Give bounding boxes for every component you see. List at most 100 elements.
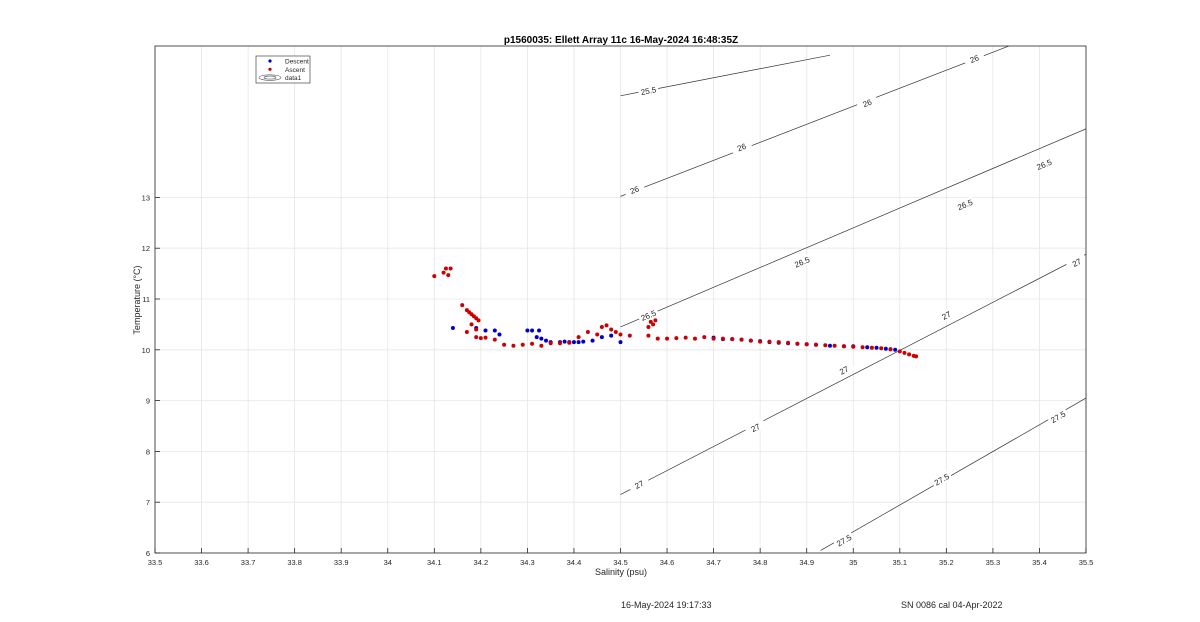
- contour-line: [620, 128, 1086, 328]
- ascent-point: [585, 330, 590, 335]
- y-tick-label: 11: [142, 295, 150, 304]
- ascent-point: [432, 274, 437, 279]
- ascent-point: [786, 340, 791, 345]
- legend-label: Ascent: [285, 67, 305, 74]
- ascent-point: [651, 322, 656, 327]
- ascent-point: [646, 324, 651, 329]
- descent-point: [544, 338, 549, 343]
- ascent-point: [443, 266, 448, 271]
- descent-point: [492, 328, 497, 333]
- contour-label-bg: [930, 470, 953, 489]
- ascent-point: [448, 266, 453, 271]
- ascent-point: [539, 343, 544, 348]
- contour-label-bg: [953, 195, 977, 214]
- contour-label-bg: [935, 306, 958, 325]
- descent-point: [893, 347, 898, 352]
- descent-point: [865, 345, 870, 350]
- ascent-point: [683, 335, 688, 340]
- x-tick-label: 35: [849, 558, 857, 567]
- ascent-point: [832, 343, 837, 348]
- ascent-point: [557, 341, 562, 346]
- ascent-point: [613, 330, 618, 335]
- legend-label: data1: [285, 75, 302, 82]
- descent-point: [581, 339, 586, 344]
- contour-label: 26: [629, 184, 641, 196]
- x-tick-label: 33.6: [194, 558, 209, 567]
- x-tick-label: 34.2: [474, 558, 489, 567]
- legend-marker: [263, 75, 277, 80]
- legend-marker: [258, 74, 282, 81]
- contour-label-bg: [832, 361, 856, 380]
- x-tick-label: 33.8: [287, 558, 302, 567]
- contour-label-bg: [1046, 407, 1070, 427]
- x-tick-label: 34.9: [799, 558, 814, 567]
- descent-point: [874, 345, 879, 350]
- y-tick-label: 8: [146, 447, 150, 456]
- x-tick-label: 34.1: [427, 558, 442, 567]
- y-tick-label: 7: [146, 498, 150, 507]
- x-tick-label: 34.8: [753, 558, 768, 567]
- descent-point: [537, 328, 542, 333]
- descent-point: [497, 332, 502, 337]
- contour-label-bg: [744, 418, 767, 437]
- ascent-point: [520, 342, 525, 347]
- data-points: [432, 266, 919, 359]
- x-tick-label: 34: [384, 558, 392, 567]
- y-axis-label: Temperature (°C): [132, 265, 142, 334]
- descent-point: [609, 333, 614, 338]
- contour-label-bg: [637, 306, 660, 324]
- ascent-point: [604, 323, 609, 328]
- footer-calibration: SN 0086 cal 04-Apr-2022: [901, 600, 1003, 610]
- y-axis-ticks: 6 7 8 9 10 11 12 13: [142, 193, 160, 558]
- legend-marker: [268, 67, 272, 71]
- ascent-point: [748, 338, 753, 343]
- ascent-point: [492, 337, 497, 342]
- x-tick-label: 33.9: [334, 558, 349, 567]
- ascent-point: [599, 324, 604, 329]
- ascent-point: [618, 332, 623, 337]
- ascent-point: [776, 340, 781, 345]
- contour-label-bg: [730, 138, 753, 156]
- descent-point: [576, 340, 581, 345]
- y-tick-label: 12: [142, 244, 150, 253]
- ascent-point: [860, 345, 865, 350]
- ascent-point: [446, 273, 451, 278]
- ascent-point: [823, 343, 828, 348]
- x-axis-label: Salinity (psu): [595, 567, 647, 577]
- ascent-point: [441, 270, 446, 275]
- density-contours: 25.52626262626.526.526.526.5272727272727…: [620, 46, 1086, 551]
- ascent-point: [646, 333, 651, 338]
- contour-label: 26: [736, 142, 748, 154]
- contour-label-bg: [832, 530, 856, 550]
- ascent-point: [814, 342, 819, 347]
- x-axis-ticks: 33.5 33.6 33.7 33.8 33.9 34 34.1 34.2 34.3 34.4 34…: [148, 548, 1093, 567]
- ascent-point: [692, 336, 697, 341]
- contour-label-bg: [790, 253, 814, 271]
- ascent-point: [464, 330, 469, 335]
- contour-label-bg: [1032, 155, 1056, 173]
- ascent-point: [511, 343, 516, 348]
- contour-label-bg: [627, 475, 651, 494]
- ascent-point: [897, 349, 902, 354]
- x-tick-label: 34.6: [660, 558, 675, 567]
- ascent-point: [476, 318, 481, 323]
- descent-point: [883, 346, 888, 351]
- ascent-point: [730, 337, 735, 342]
- ascent-point: [548, 341, 553, 346]
- contour-label-bg: [1065, 253, 1086, 272]
- x-tick-label: 35.2: [939, 558, 954, 567]
- x-tick-label: 34.5: [613, 558, 628, 567]
- chart-title: p1560035: Ellett Array 11c 16-May-2024 1…: [504, 35, 738, 46]
- footer-timestamp: 16-May-2024 19:17:33: [621, 600, 712, 610]
- y-tick-label: 9: [146, 397, 150, 406]
- descent-point: [539, 336, 544, 341]
- ascent-point: [665, 336, 670, 341]
- ascent-point: [879, 346, 884, 351]
- descent-point: [599, 335, 604, 340]
- ascent-point: [648, 319, 653, 324]
- ascent-point: [888, 347, 893, 352]
- legend-marker: [268, 59, 272, 63]
- descent-point: [483, 328, 488, 333]
